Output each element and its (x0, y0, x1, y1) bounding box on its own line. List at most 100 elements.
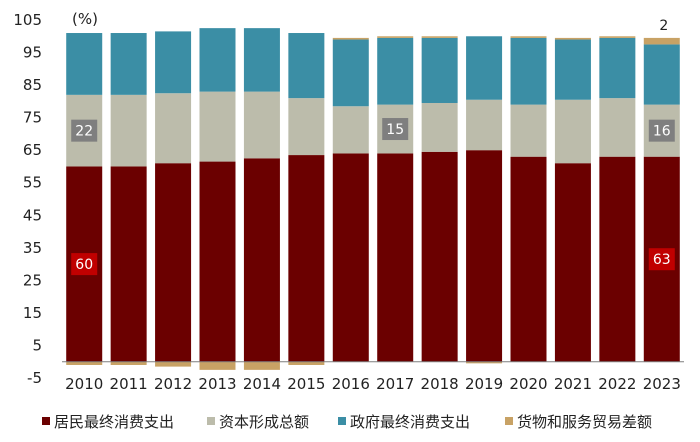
data-label-box (71, 253, 98, 276)
data-label-box (382, 118, 409, 141)
bar-segment (643, 44, 680, 105)
y-tick-label: 15 (23, 304, 42, 322)
y-tick-label: 75 (23, 109, 42, 127)
bar-segment (643, 37, 680, 45)
bar-segment (199, 161, 236, 362)
y-tick-label: 105 (13, 11, 42, 29)
bar-segment (377, 36, 414, 38)
bar-segment (510, 104, 547, 157)
data-label-box (71, 119, 98, 142)
bar-segment (599, 37, 636, 99)
bar-segment (288, 155, 325, 362)
legend-label: 政府最终消费支出 (350, 413, 470, 431)
data-label: 16 (653, 124, 671, 140)
x-tick-label: 2013 (198, 375, 236, 393)
bars (66, 28, 680, 370)
data-label-box (648, 119, 675, 142)
legend-swatch (338, 417, 346, 425)
bar-segment (155, 163, 192, 362)
bar-segment (421, 37, 458, 103)
bar-segment (377, 153, 414, 362)
x-tick-label: 2015 (287, 375, 325, 393)
bar-segment (155, 31, 192, 94)
bar-segment (199, 28, 236, 92)
legend-label: 居民最终消费支出 (54, 413, 174, 431)
x-tick-label: 2019 (465, 375, 503, 393)
bar-segment (421, 36, 458, 38)
bar-segment (243, 361, 280, 370)
bar-segment (554, 99, 591, 164)
bar-segment (332, 106, 369, 154)
bar-segment (199, 91, 236, 162)
bar-segment (466, 361, 503, 364)
legend-label: 货物和服务贸易差额 (517, 413, 652, 431)
unit-label: (%) (72, 10, 98, 28)
data-label: 60 (75, 257, 93, 273)
legend-swatch (505, 417, 513, 425)
bar-segment (66, 361, 103, 365)
bar-segment (288, 361, 325, 365)
bar-segment (599, 98, 636, 157)
bar-segment (554, 37, 591, 40)
bar-segment (377, 37, 414, 105)
bar-segment (421, 102, 458, 152)
bar-segment (599, 36, 636, 38)
bar-segment (288, 33, 325, 99)
bar-segment (332, 39, 369, 107)
y-tick-label: 5 (32, 336, 42, 354)
bar-segment (66, 33, 103, 95)
y-tick-label: 45 (23, 206, 42, 224)
bar-segment (155, 93, 192, 164)
legend: 居民最终消费支出 资本形成总额 政府最终消费支出 货物和服务贸易差额 (42, 413, 652, 431)
bar-segment (288, 98, 325, 156)
bar-segment (110, 361, 147, 365)
y-axis-ticks: -5 5 15 25 35 45 55 65 75 85 95 105 (13, 11, 42, 387)
bar-segment (599, 156, 636, 362)
legend-swatch (207, 417, 215, 425)
legend-label: 资本形成总额 (219, 413, 309, 431)
data-label: 22 (75, 124, 93, 140)
bar-segment (155, 361, 192, 367)
bar-segment (510, 37, 547, 105)
bar-segment (466, 150, 503, 362)
y-tick-label: 55 (23, 174, 42, 192)
y-tick-label: 25 (23, 271, 42, 289)
bar-segment (466, 36, 503, 100)
x-tick-label: 2017 (376, 375, 414, 393)
bar-segment (510, 36, 547, 38)
bar-segment (110, 33, 147, 95)
legend-swatch (42, 417, 50, 425)
x-tick-label: 2014 (243, 375, 281, 393)
x-tick-label: 2020 (509, 375, 547, 393)
bar-segment (510, 156, 547, 362)
data-label: 63 (653, 252, 671, 268)
data-label: 2 (659, 18, 668, 34)
bar-segment (421, 151, 458, 362)
y-tick-label: -5 (27, 369, 42, 387)
x-tick-label: 2012 (154, 375, 192, 393)
x-tick-label: 2021 (554, 375, 592, 393)
x-tick-label: 2023 (643, 375, 681, 393)
y-tick-label: 85 (23, 76, 42, 94)
bar-segment (243, 158, 280, 362)
x-tick-label: 2011 (110, 375, 148, 393)
y-tick-label: 95 (23, 44, 42, 62)
y-tick-label: 35 (23, 239, 42, 257)
data-label: 15 (386, 122, 404, 138)
x-axis-ticks: 2010 2011 2012 2013 2014 2015 2016 2017 2018 2019… (65, 375, 681, 393)
data-label-box (648, 248, 675, 271)
bar-segment (110, 94, 147, 167)
bar-segment (199, 361, 236, 370)
data-labels: 60 22 15 63 16 2 (71, 18, 675, 276)
x-tick-label: 2022 (598, 375, 636, 393)
bar-segment (243, 91, 280, 159)
y-tick-label: 65 (23, 141, 42, 159)
bar-segment (332, 153, 369, 362)
x-tick-label: 2010 (65, 375, 103, 393)
bar-segment (554, 39, 591, 100)
bar-segment (243, 28, 280, 92)
x-tick-label: 2016 (332, 375, 370, 393)
x-tick-label: 2018 (421, 375, 459, 393)
bar-segment (332, 37, 369, 40)
